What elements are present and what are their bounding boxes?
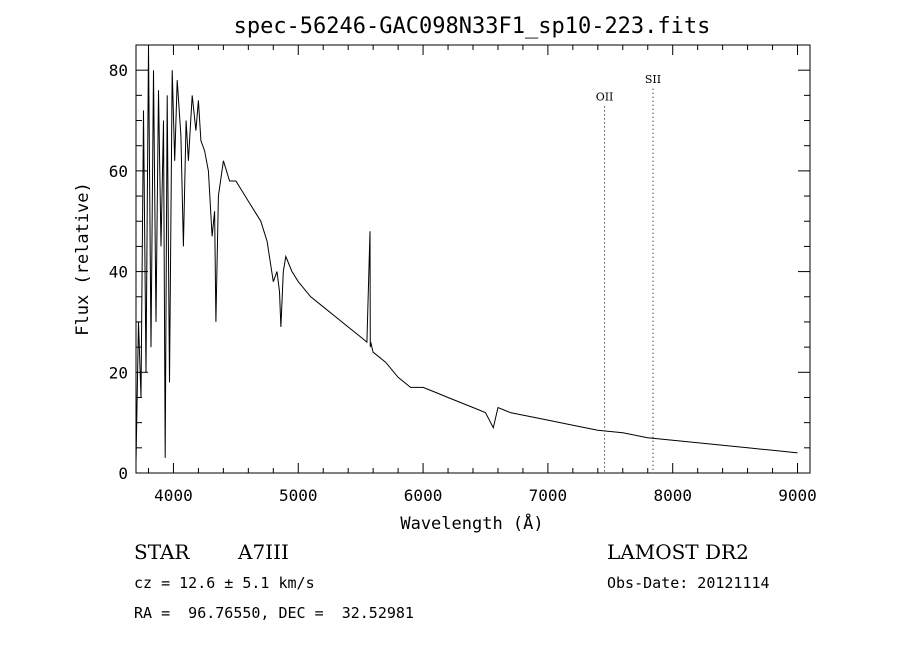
line-annotations: OII SII xyxy=(596,73,661,473)
y-tick-label: 80 xyxy=(109,61,128,80)
annotation-label-oii: OII xyxy=(596,90,614,103)
x-tick-label: 8000 xyxy=(653,486,692,505)
x-tick-label: 7000 xyxy=(529,486,568,505)
observation-date: Obs-Date: 20121114 xyxy=(607,574,770,592)
x-axis-label: Wavelength (Å) xyxy=(400,512,543,534)
chart-title: spec-56246-GAC098N33F1_sp10-223.fits xyxy=(234,14,711,39)
x-tick-label: 9000 xyxy=(778,486,817,505)
y-axis-label: Flux (relative) xyxy=(73,182,93,336)
y-tick-label: 40 xyxy=(109,263,128,282)
x-tick-label: 4000 xyxy=(154,486,193,505)
plot-frame xyxy=(135,44,811,474)
coordinates-readout: RA = 96.76550, DEC = 32.52981 xyxy=(134,604,414,622)
y-axis-ticks: 0 20 40 60 80 xyxy=(109,61,810,483)
x-axis-ticks: 4000 5000 6000 7000 8000 9000 xyxy=(147,45,817,505)
survey-name: LAMOST DR2 xyxy=(607,540,749,564)
y-tick-label: 0 xyxy=(118,464,128,483)
redshift-readout: cz = 12.6 ± 5.1 km/s xyxy=(134,574,315,592)
object-class: STAR xyxy=(134,540,190,564)
y-tick-label: 20 xyxy=(109,363,128,382)
annotation-label-sii: SII xyxy=(645,73,661,86)
x-tick-label: 5000 xyxy=(279,486,318,505)
object-subclass: A7III xyxy=(238,540,289,564)
x-tick-label: 6000 xyxy=(404,486,443,505)
spectrum-series-line xyxy=(135,44,798,463)
y-tick-label: 60 xyxy=(109,162,128,181)
